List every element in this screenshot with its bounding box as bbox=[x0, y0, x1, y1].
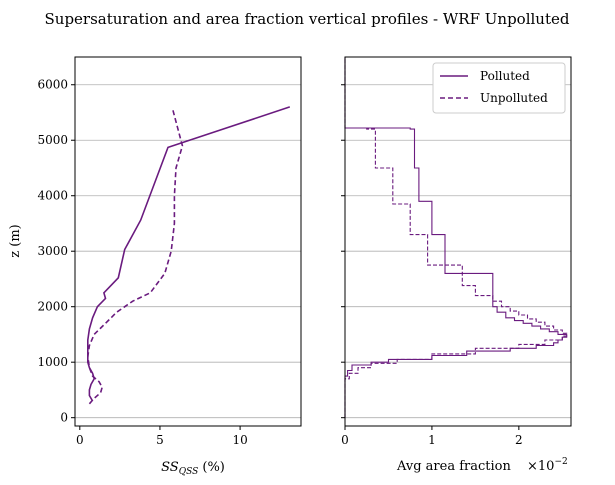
left-series-polluted bbox=[87, 106, 291, 402]
area-fraction-panel: 0 1 2 Avg area fraction ×10−2 Polluted Unp… bbox=[341, 56, 572, 474]
right-x-multiplier-base: ×10 bbox=[527, 459, 554, 474]
legend-label-polluted: Polluted bbox=[480, 69, 530, 83]
left-xtick-label: 0 bbox=[76, 433, 84, 447]
left-ticks: 0 1000 2000 3000 4000 5000 6000 0 5 10 bbox=[37, 78, 247, 447]
left-axes-frame bbox=[74, 56, 302, 427]
left-ytick-label: 1000 bbox=[37, 355, 68, 369]
legend: Polluted Unpolluted bbox=[432, 62, 566, 114]
left-xlabel: SSQSS (%) bbox=[161, 460, 225, 477]
right-x-multiplier-exp: −2 bbox=[554, 457, 567, 467]
left-ytick-label: 3000 bbox=[37, 244, 68, 258]
left-ytick-label: 0 bbox=[60, 411, 68, 425]
right-series-layer bbox=[344, 57, 568, 418]
left-xtick-label: 10 bbox=[232, 433, 247, 447]
ss-profile-panel: 0 1000 2000 3000 4000 5000 6000 0 5 10 z (m) SSQS… bbox=[8, 56, 302, 477]
figure-title: Supersaturation and area fraction vertic… bbox=[45, 10, 570, 28]
left-series-layer bbox=[86, 106, 291, 405]
right-series-unpolluted bbox=[344, 57, 568, 418]
right-xtick-label: 1 bbox=[428, 433, 436, 447]
left-ytick-label: 4000 bbox=[37, 189, 68, 203]
right-axes-frame bbox=[344, 56, 572, 427]
right-gridlines bbox=[345, 84, 571, 419]
right-xlabel: Avg area fraction bbox=[396, 459, 511, 474]
right-xtick-label: 2 bbox=[515, 433, 523, 447]
left-xlabel-base: SS bbox=[161, 460, 179, 475]
left-ytick-label: 5000 bbox=[37, 133, 68, 147]
left-xlabel-unit: (%) bbox=[198, 460, 225, 475]
left-xlabel-sub: QSS bbox=[179, 467, 199, 477]
right-xtick-label: 0 bbox=[341, 433, 349, 447]
right-ticks: 0 1 2 bbox=[341, 84, 523, 447]
legend-label-unpolluted: Unpolluted bbox=[480, 91, 548, 105]
left-ytick-label: 6000 bbox=[37, 78, 68, 92]
left-gridlines bbox=[75, 84, 301, 419]
left-ytick-label: 2000 bbox=[37, 300, 68, 314]
left-ylabel: z (m) bbox=[8, 224, 23, 257]
right-x-multiplier: ×10−2 bbox=[527, 457, 568, 474]
right-series-polluted bbox=[344, 57, 568, 418]
left-xtick-label: 5 bbox=[156, 433, 164, 447]
left-series-unpolluted bbox=[86, 109, 184, 405]
